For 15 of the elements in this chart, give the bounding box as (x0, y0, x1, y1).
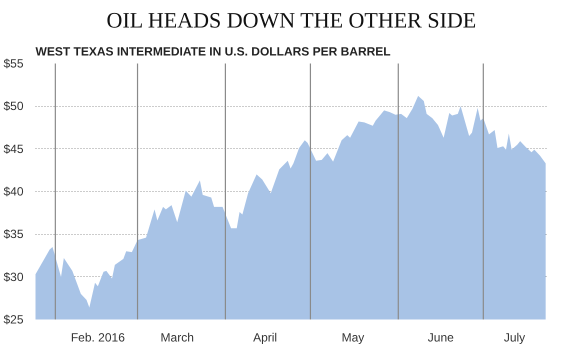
x-tick-label: July (504, 330, 526, 344)
x-tick-label: May (342, 330, 364, 344)
y-tick-label: $30 (3, 270, 24, 284)
y-tick-label: $55 (3, 56, 24, 70)
x-tick-label: June (428, 330, 454, 344)
x-tick-label: Feb. 2016 (70, 330, 126, 344)
y-tick-label: $25 (3, 312, 24, 326)
chart-title: OIL HEADS DOWN THE OTHER SIDE (106, 8, 476, 32)
y-tick-label: $50 (3, 99, 24, 114)
y-tick-label: $45 (3, 142, 24, 156)
y-tick-label: $35 (3, 227, 24, 242)
y-tick-label: $40 (3, 184, 24, 198)
x-tick-label: March (160, 330, 194, 344)
chart-subtitle: WEST TEXAS INTERMEDIATE IN U.S. DOLLARS PER BARREL (36, 44, 391, 58)
x-tick-label: April (253, 330, 278, 344)
